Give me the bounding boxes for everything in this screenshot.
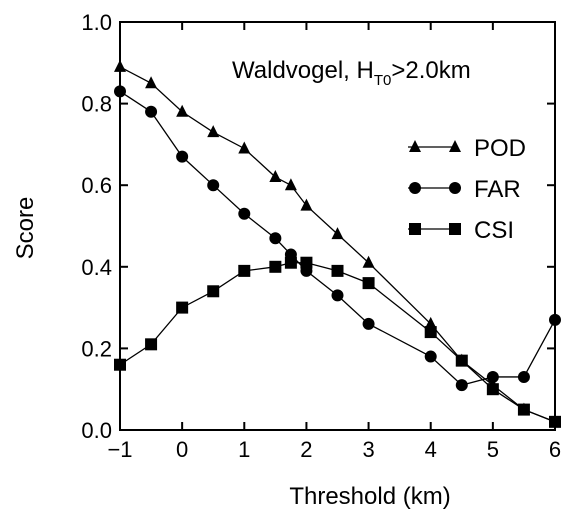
y-tick-label: 0.6 (81, 173, 112, 198)
legend-entry-csi: CSI (408, 217, 514, 244)
data-point-pod (362, 255, 375, 268)
data-point-far (424, 350, 437, 363)
data-point-csi (176, 301, 189, 314)
legend-entry-far: FAR (408, 176, 521, 203)
data-point-pod (300, 198, 313, 211)
x-tick-label: 2 (300, 437, 312, 462)
series-layer (114, 59, 561, 428)
data-point-pod (331, 227, 344, 240)
data-point-pod (424, 316, 437, 329)
legend-marker-far (409, 182, 421, 194)
series-line-csi (119, 262, 556, 423)
data-point-far (486, 370, 499, 383)
data-point-csi (549, 415, 561, 428)
x-tick-label: −1 (107, 437, 132, 462)
data-point-far (114, 85, 126, 98)
annotation-suffix: >2.0km (391, 57, 470, 84)
data-point-far (238, 207, 251, 220)
data-point-pod (238, 141, 251, 154)
axes: −1 0 1 2 3 4 5 6 0.0 0.2 0.4 0.6 0.8 1.0 (81, 10, 561, 462)
y-tick-label: 1.0 (81, 10, 112, 35)
x-tick-label: 6 (549, 437, 561, 462)
series-line-pod (119, 66, 556, 423)
x-tick-label: 5 (487, 437, 499, 462)
legend-label-pod: POD (474, 135, 526, 162)
legend-label-far: FAR (474, 176, 521, 203)
x-tick-label: 1 (238, 437, 250, 462)
data-point-pod (284, 178, 297, 191)
y-tick-label: 0.0 (81, 418, 112, 443)
data-point-csi (269, 260, 282, 273)
annotation-prefix: Waldvogel, H (232, 57, 374, 84)
x-axis-title: Threshold (km) (289, 483, 450, 510)
data-point-pod (207, 125, 220, 138)
data-point-csi (517, 403, 530, 416)
data-point-far (362, 317, 375, 330)
legend-marker-pod (409, 140, 421, 152)
legend-marker-pod (449, 140, 461, 152)
legend: POD FAR CSI (408, 135, 526, 244)
y-tick-label: 0.4 (81, 255, 112, 280)
data-point-far (269, 232, 282, 245)
y-tick-label: 0.2 (81, 336, 112, 361)
data-point-pod (176, 104, 189, 117)
data-point-csi (114, 358, 126, 371)
data-point-far (176, 150, 189, 163)
legend-marker-csi (409, 223, 421, 235)
annotation: Waldvogel, HT0>2.0km (232, 57, 471, 89)
data-point-csi (145, 338, 158, 351)
data-point-far (145, 105, 158, 118)
data-point-pod (114, 59, 126, 72)
data-point-far (549, 313, 561, 326)
series-csi (114, 256, 561, 428)
annotation-subscript: T0 (374, 72, 392, 89)
data-point-far (517, 370, 530, 383)
data-point-far (207, 179, 220, 192)
y-tick-label: 0.8 (81, 92, 112, 117)
plot-frame (119, 21, 556, 431)
data-point-csi (300, 256, 313, 269)
data-point-far (455, 379, 468, 392)
legend-marker-csi (449, 223, 461, 235)
data-point-csi (486, 383, 499, 396)
legend-entry-pod: POD (408, 135, 526, 162)
y-axis-title: Score (12, 197, 39, 260)
x-tick-label: 0 (176, 437, 188, 462)
data-point-csi (207, 285, 220, 298)
data-point-far (331, 289, 344, 302)
data-point-csi (238, 264, 251, 277)
legend-marker-far (449, 182, 461, 194)
data-point-csi (284, 256, 297, 269)
data-point-csi (331, 264, 344, 277)
x-tick-label: 4 (425, 437, 437, 462)
data-point-csi (362, 277, 375, 290)
x-tick-label: 3 (362, 437, 374, 462)
data-point-pod (145, 76, 158, 89)
legend-label-csi: CSI (474, 217, 514, 244)
data-point-csi (455, 354, 468, 367)
data-point-csi (424, 326, 437, 339)
data-point-pod (269, 170, 282, 183)
